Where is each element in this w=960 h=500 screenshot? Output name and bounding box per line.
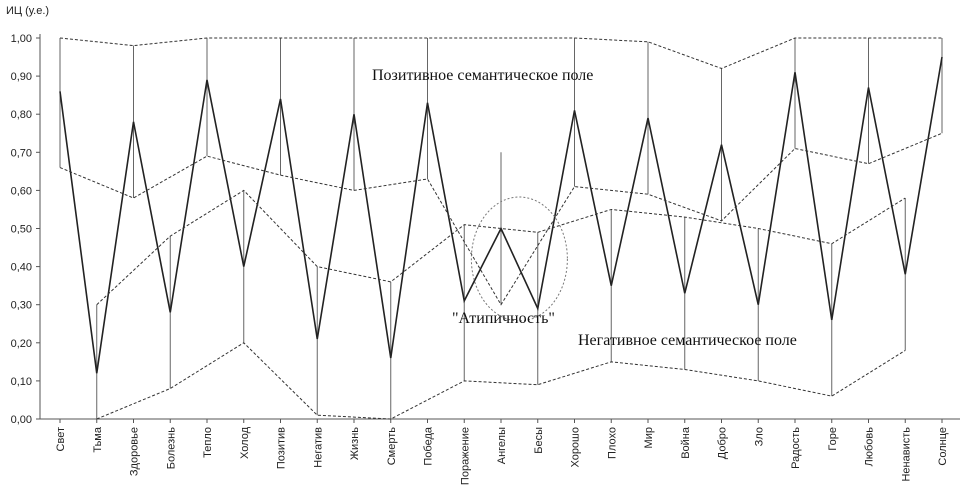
x-tick-label: Ангелы	[496, 427, 508, 464]
x-tick-label: Ненависть	[900, 427, 912, 482]
x-tick-label: Любовь	[864, 427, 876, 467]
y-axis-label: ИЦ (у.е.)	[6, 5, 49, 17]
x-tick-label: Негатив	[312, 427, 324, 468]
x-tick-label: Война	[680, 426, 692, 459]
y-tick-label: 0,10	[11, 376, 32, 388]
y-tick-label: 0,20	[11, 338, 32, 350]
x-tick-label: Смерть	[386, 427, 398, 466]
y-tick-label: 0,40	[11, 262, 32, 274]
boundary-line-4	[96, 342, 906, 420]
mean-index-line	[59, 56, 943, 374]
x-tick-label: Позитив	[276, 427, 288, 469]
y-tick-label: 0,30	[11, 300, 32, 312]
y-tick-label: 1,00	[11, 33, 32, 45]
boundary-line-3	[96, 189, 906, 306]
atypicality-label: "Атипичность"	[452, 310, 555, 327]
x-tick-label: Болезнь	[165, 427, 177, 470]
x-tick-label: Горе	[827, 427, 839, 451]
x-tick-label: Победа	[423, 426, 435, 465]
x-tick-label: Здоровье	[129, 427, 141, 476]
annotations: Позитивное семантическое поле Негативное…	[372, 67, 797, 349]
y-tick-label: 0,70	[11, 147, 32, 159]
y-tick-label: 0,60	[11, 185, 32, 197]
y-tick-label: 0,50	[11, 224, 32, 236]
x-tick-label: Тепло	[202, 427, 214, 458]
negative-field-label: Негативное семантическое поле	[578, 332, 797, 349]
x-tick-label: Мир	[643, 427, 655, 448]
x-tick-label: Хорошо	[570, 427, 582, 468]
x-tick-label: Зло	[753, 427, 765, 446]
axes	[36, 34, 960, 423]
y-tick-label: 0,80	[11, 109, 32, 121]
x-tick-label: Радость	[790, 427, 802, 469]
x-tick-label: Плохо	[606, 427, 618, 459]
x-tick-label: Свет	[55, 427, 67, 451]
positive-field-label: Позитивное семантическое поле	[372, 67, 593, 84]
y-tick-label: 0,00	[11, 414, 32, 426]
y-tick-label: 0,90	[11, 71, 32, 83]
tick-labels: 0,00 0,10 0,20 0,30 0,40 0,50 0,60 0,70 0,80 0,90…	[11, 33, 949, 485]
x-tick-label: Холод	[239, 426, 251, 459]
x-tick-label: Жизнь	[349, 427, 361, 460]
boundary-line-1	[59, 37, 942, 70]
atypicality-ellipse	[470, 196, 568, 322]
x-tick-label: Добро	[717, 427, 729, 459]
series-group	[59, 37, 943, 420]
boundary-line-2	[59, 132, 943, 306]
x-tick-label: Бесы	[533, 427, 545, 454]
x-tick-label: Поражение	[459, 427, 471, 485]
x-tick-label: Тьма	[92, 426, 104, 453]
x-tick-label: Солнце	[937, 427, 949, 466]
